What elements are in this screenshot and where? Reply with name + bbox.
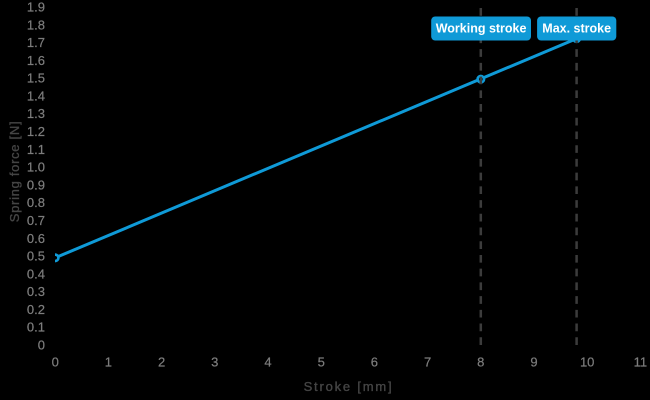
svg-text:3: 3: [211, 355, 218, 370]
svg-text:Stroke [mm]: Stroke [mm]: [304, 379, 394, 394]
svg-text:11: 11: [634, 355, 648, 370]
svg-text:0.1: 0.1: [27, 320, 45, 335]
svg-text:1.0: 1.0: [27, 160, 45, 175]
svg-text:8: 8: [477, 355, 484, 370]
svg-text:Max. stroke: Max. stroke: [542, 22, 611, 36]
svg-text:0.2: 0.2: [27, 302, 45, 317]
svg-text:5: 5: [318, 355, 325, 370]
svg-text:7: 7: [424, 355, 431, 370]
svg-text:1.3: 1.3: [27, 106, 45, 121]
svg-text:0: 0: [52, 355, 59, 370]
svg-text:0.7: 0.7: [27, 213, 45, 228]
svg-text:4: 4: [264, 355, 271, 370]
svg-text:1.6: 1.6: [27, 53, 45, 68]
svg-text:0.3: 0.3: [27, 284, 45, 299]
svg-text:9: 9: [530, 355, 537, 370]
svg-text:Working stroke: Working stroke: [436, 22, 527, 36]
svg-text:2: 2: [158, 355, 165, 370]
svg-text:0.5: 0.5: [27, 249, 45, 264]
svg-text:6: 6: [371, 355, 378, 370]
svg-text:Spring force [N]: Spring force [N]: [7, 121, 22, 223]
svg-text:1.9: 1.9: [27, 0, 45, 15]
svg-text:0.9: 0.9: [27, 177, 45, 192]
svg-text:1: 1: [105, 355, 112, 370]
svg-text:1.7: 1.7: [27, 35, 45, 50]
svg-text:1.1: 1.1: [27, 142, 45, 157]
svg-text:0.4: 0.4: [27, 266, 45, 281]
svg-text:1.5: 1.5: [27, 71, 45, 86]
svg-text:10: 10: [580, 355, 594, 370]
svg-text:0: 0: [38, 338, 45, 353]
svg-text:1.4: 1.4: [27, 88, 45, 103]
svg-text:0.8: 0.8: [27, 195, 45, 210]
svg-text:1.8: 1.8: [27, 17, 45, 32]
svg-text:0.6: 0.6: [27, 231, 45, 246]
svg-text:1.2: 1.2: [27, 124, 45, 139]
